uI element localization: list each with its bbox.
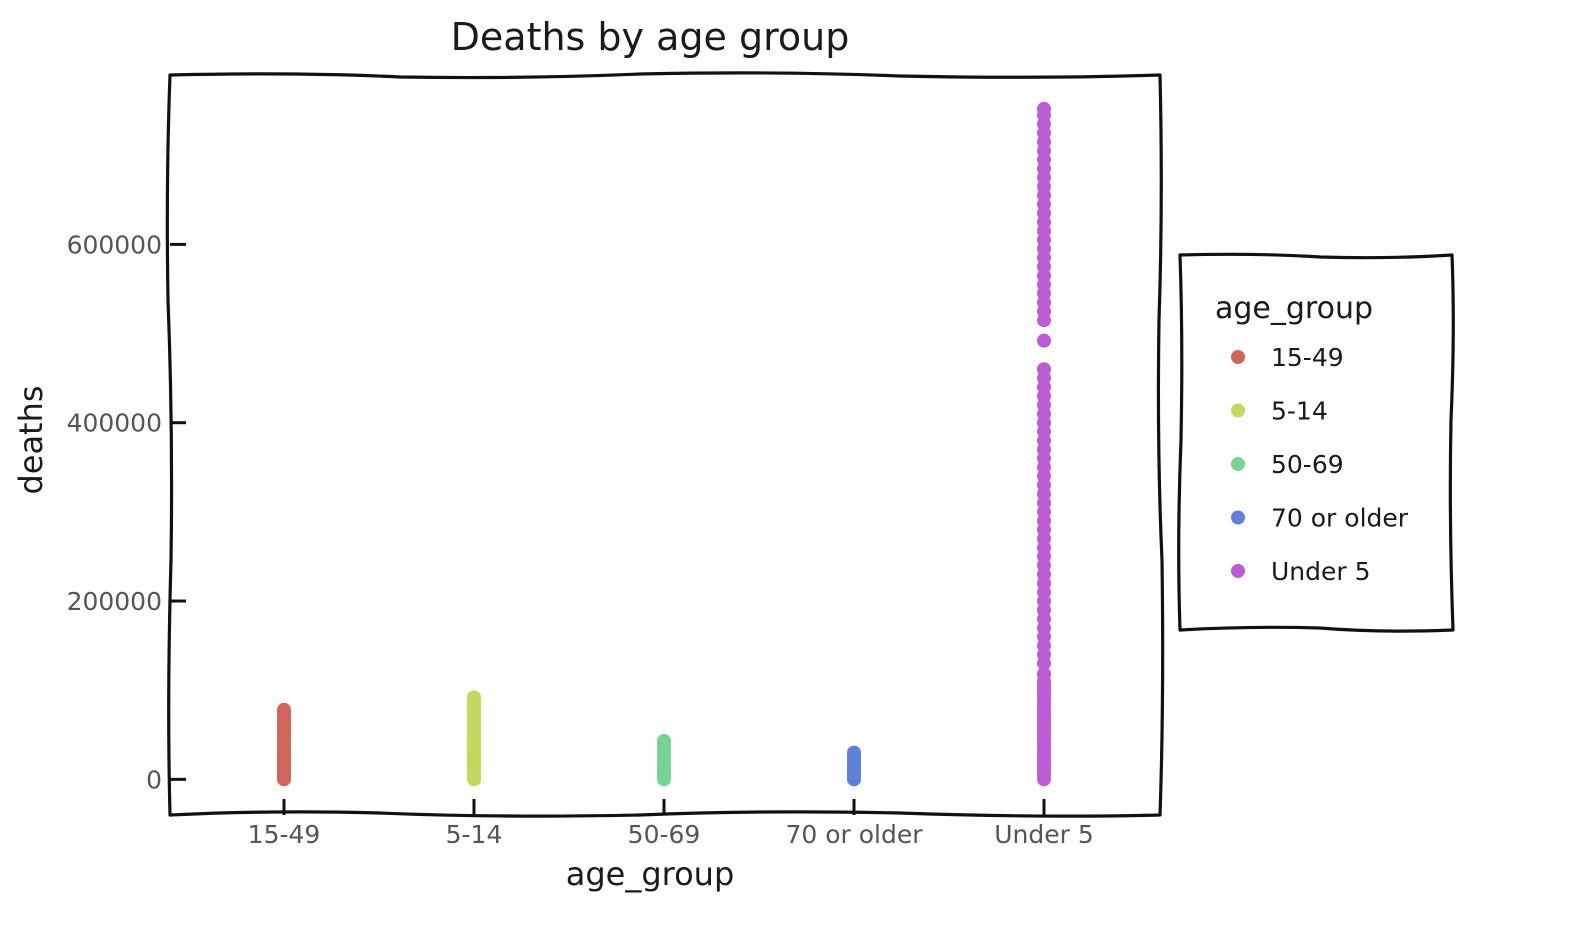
legend: age_group 15-49 5-14 50-69 70 or older Under… — [1177, 252, 1455, 633]
x-tick-label: Under 5 — [994, 820, 1094, 849]
plot-frame — [165, 71, 1165, 818]
legend-marker — [1231, 350, 1245, 364]
data-point — [1037, 362, 1051, 377]
data-points — [277, 101, 1051, 787]
data-point — [1037, 667, 1051, 682]
legend-marker — [1231, 457, 1245, 471]
legend-label: 70 or older — [1271, 504, 1409, 533]
series-50-69 — [657, 734, 671, 787]
series-5-14 — [467, 690, 481, 787]
y-tick-label: 400000 — [67, 409, 162, 438]
data-point — [1037, 333, 1051, 348]
series-70-or-older — [847, 745, 861, 787]
x-tick-label: 50-69 — [628, 820, 701, 849]
legend-marker — [1231, 510, 1245, 525]
legend-label: 50-69 — [1271, 450, 1344, 479]
y-axis-label: deaths — [12, 385, 50, 494]
legend-marker — [1231, 564, 1245, 578]
legend-label: 15-49 — [1271, 343, 1344, 372]
legend-label: 5-14 — [1271, 397, 1328, 426]
y-tick-label: 600000 — [67, 230, 162, 259]
legend-label: Under 5 — [1271, 557, 1371, 586]
legend-frame — [1177, 252, 1455, 633]
series-15-49 — [277, 702, 291, 787]
y-tick-label: 0 — [146, 765, 162, 794]
x-axis: 15-49 5-14 50-69 70 or older Under 5 — [248, 799, 1094, 849]
x-axis-label: age_group — [566, 855, 735, 893]
data-point — [1037, 101, 1051, 116]
data-point — [467, 690, 481, 705]
x-tick-label: 15-49 — [248, 820, 321, 849]
data-point — [847, 745, 861, 760]
x-tick-label: 70 or older — [785, 820, 923, 849]
y-tick-label: 200000 — [67, 587, 162, 616]
y-axis: 0 200000 400000 600000 — [67, 230, 186, 794]
legend-marker — [1231, 403, 1245, 418]
data-point — [277, 702, 291, 717]
series-under-5 — [1037, 101, 1051, 787]
data-point — [657, 734, 671, 748]
chart-title: Deaths by age group — [451, 15, 850, 59]
x-tick-label: 5-14 — [446, 820, 503, 849]
legend-title: age_group — [1215, 291, 1373, 326]
